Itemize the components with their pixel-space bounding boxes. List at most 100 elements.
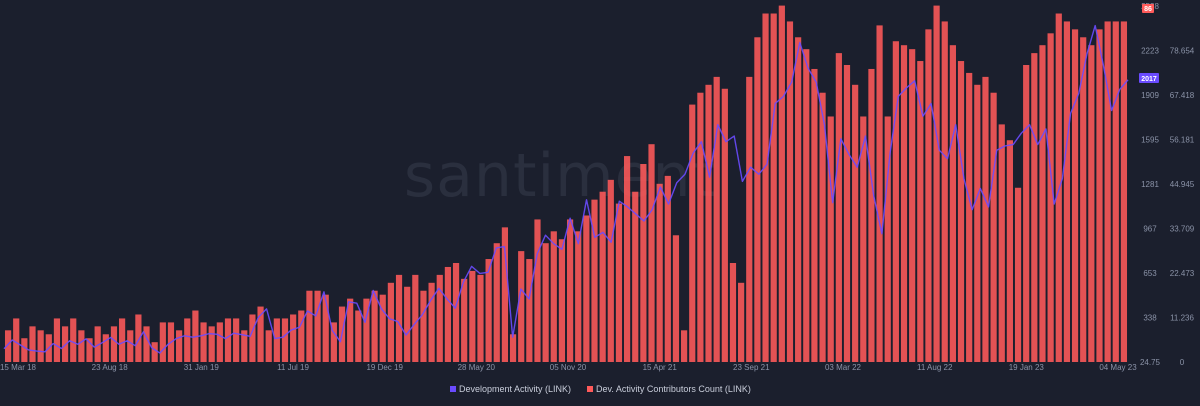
contributors-bar: [640, 164, 647, 362]
contributors-bar: [485, 259, 492, 362]
contributors-bar: [795, 37, 802, 362]
contributors-bar: [860, 116, 867, 362]
contributors-bar: [966, 72, 973, 363]
contributors-bar: [607, 179, 614, 362]
contributors-bar: [379, 294, 386, 362]
contributors-bar: [216, 322, 223, 362]
y-left-tick-label: 653: [1143, 269, 1157, 278]
contributors-bar: [990, 92, 997, 362]
y-left-tick-label: 1595: [1141, 136, 1159, 145]
contributors-bar: [575, 231, 582, 362]
y-left-tick-label: 1281: [1141, 180, 1159, 189]
contributors-bar: [461, 278, 468, 362]
legend-dev-activity-swatch[interactable]: [450, 386, 456, 392]
contributors-bar: [151, 342, 158, 362]
contributors-bar: [558, 239, 566, 362]
contributors-bar: [363, 298, 370, 362]
contributors-bar: [265, 330, 272, 362]
contributors-bar: [184, 318, 191, 362]
contributors-bar: [892, 41, 899, 363]
contributors-bar: [119, 318, 126, 362]
y-axis-left: 24.7533865396712811595190922232538: [1140, 2, 1161, 367]
contributors-bar: [811, 68, 818, 363]
contributors-bar: [835, 53, 842, 363]
contributors-bar: [257, 306, 264, 362]
contributors-bar: [713, 76, 720, 362]
contributors-bar: [493, 243, 500, 362]
contributors-bar: [509, 334, 517, 362]
contributors-bar: [868, 68, 875, 363]
x-tick-label: 05 Nov 20: [550, 363, 587, 372]
contributors-bar: [518, 251, 525, 362]
contributors-bar: [127, 330, 134, 362]
dev-activity-badge-value: 2017: [1141, 76, 1157, 83]
contributors-bar: [957, 61, 965, 362]
contributors-bar: [21, 338, 28, 362]
x-tick-label: 19 Dec 19: [366, 363, 403, 372]
dev-activity-line-path: [3, 24, 1129, 354]
contributors-bar: [436, 274, 443, 362]
contributors-bar: [86, 338, 93, 362]
contributors-bar: [412, 274, 419, 362]
contributors-bar: [526, 259, 533, 362]
contributors-bar: [729, 263, 737, 362]
contributors-bar: [13, 318, 20, 362]
x-tick-label: 23 Sep 21: [733, 363, 770, 372]
contributors-bar: [1031, 53, 1038, 363]
contributors-bar: [1047, 33, 1054, 362]
contributors-bar: [982, 76, 989, 362]
y-right-tick-label: 33.709: [1170, 225, 1195, 234]
contributors-bar: [1014, 187, 1022, 362]
contributors-bar: [233, 318, 240, 362]
contributors-bar: [1063, 21, 1071, 362]
y-right-tick-label: 56.181: [1170, 136, 1195, 145]
x-tick-label: 11 Aug 22: [917, 363, 953, 372]
legend-contributors-swatch[interactable]: [587, 386, 593, 392]
contributors-bar: [135, 314, 142, 362]
contributors-bar: [298, 310, 305, 362]
contributors-bar: [1023, 65, 1030, 362]
contributors-bar: [306, 290, 313, 362]
contributors-bar: [1088, 45, 1095, 362]
contributors-bar: [599, 191, 606, 362]
contributors-bar: [159, 322, 166, 362]
contributors-bar: [110, 326, 118, 362]
contributors-bar: [876, 25, 883, 363]
contributors-bar: [827, 116, 834, 362]
contributors-bar: [852, 84, 859, 363]
contributors-bar: [37, 330, 44, 362]
contributors-bar: [884, 116, 891, 362]
contributors-bar: [900, 45, 908, 362]
legend-dev-activity-label[interactable]: Development Activity (LINK): [459, 384, 571, 394]
contributors-bar: [78, 330, 85, 362]
contributors-bar: [1104, 21, 1111, 362]
contributors-bar: [477, 274, 484, 362]
contributors-bar: [249, 314, 256, 362]
contributors-bar: [273, 318, 280, 362]
contributors-bar: [672, 235, 680, 362]
contributors-bar: [224, 318, 232, 362]
contributors-bar: [94, 326, 101, 362]
contributors-bar: [909, 49, 916, 362]
contributors-bar: [941, 21, 948, 362]
y-right-tick-label: 22.473: [1170, 269, 1195, 278]
dev-activity-line: [3, 24, 1129, 354]
contributors-bar: [591, 199, 598, 362]
contributors-bar: [664, 175, 671, 362]
contributors-bar: [550, 231, 557, 362]
contributors-bar: [925, 29, 932, 363]
x-tick-label: 11 Jul 19: [277, 363, 309, 372]
legend-contributors-label[interactable]: Dev. Activity Contributors Count (LINK): [596, 384, 751, 394]
last-value-badges: 2017 86: [1139, 4, 1159, 83]
contributors-bar: [721, 88, 728, 362]
contributors-bar: [705, 84, 712, 363]
contributors-bar: [281, 318, 289, 362]
contributors-bar: [1096, 29, 1103, 363]
contributors-bar: [974, 84, 981, 363]
contributors-badge: [1142, 4, 1154, 13]
contributors-bar: [998, 124, 1005, 363]
contributors-bar: [1080, 37, 1087, 362]
contributors-bar: [770, 13, 777, 363]
contributors-bar: [917, 61, 924, 362]
x-tick-label: 15 Mar 18: [0, 363, 37, 372]
